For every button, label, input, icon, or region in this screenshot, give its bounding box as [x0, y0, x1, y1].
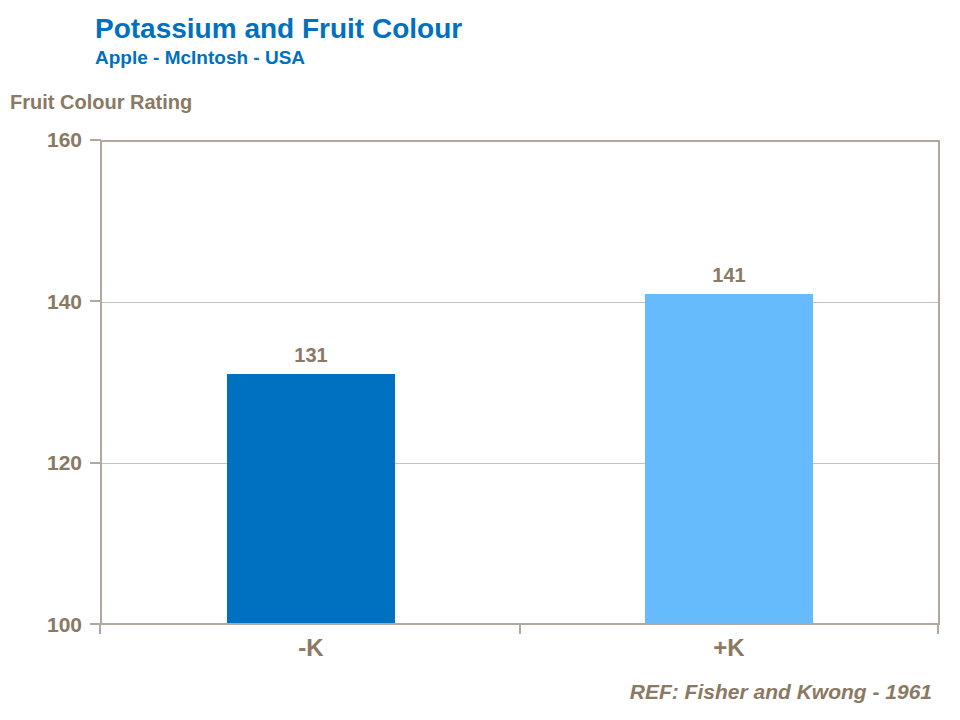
chart-title: Potassium and Fruit Colour — [95, 13, 462, 45]
bar-value-label-minus-k: 131 — [251, 344, 371, 367]
bar-minus-k — [227, 374, 395, 623]
y-tick-label-160: 160 — [22, 127, 82, 153]
bar-plus-k — [645, 294, 813, 623]
chart-subtitle: Apple - McIntosh - USA — [95, 47, 305, 69]
bar-value-label-plus-k: 141 — [669, 264, 789, 287]
chart-slide: Potassium and Fruit Colour Apple - McInt… — [0, 0, 960, 720]
x-category-label-plus-k: +K — [649, 634, 809, 662]
y-tick-label-100: 100 — [22, 612, 82, 638]
y-axis-title: Fruit Colour Rating — [10, 91, 192, 114]
y-tick-label-140: 140 — [22, 289, 82, 315]
y-tick-label-120: 120 — [22, 450, 82, 476]
reference-text: REF: Fisher and Kwong - 1961 — [630, 680, 932, 704]
x-category-label-minus-k: -K — [231, 634, 391, 662]
plot-area: 131 141 — [100, 140, 940, 625]
